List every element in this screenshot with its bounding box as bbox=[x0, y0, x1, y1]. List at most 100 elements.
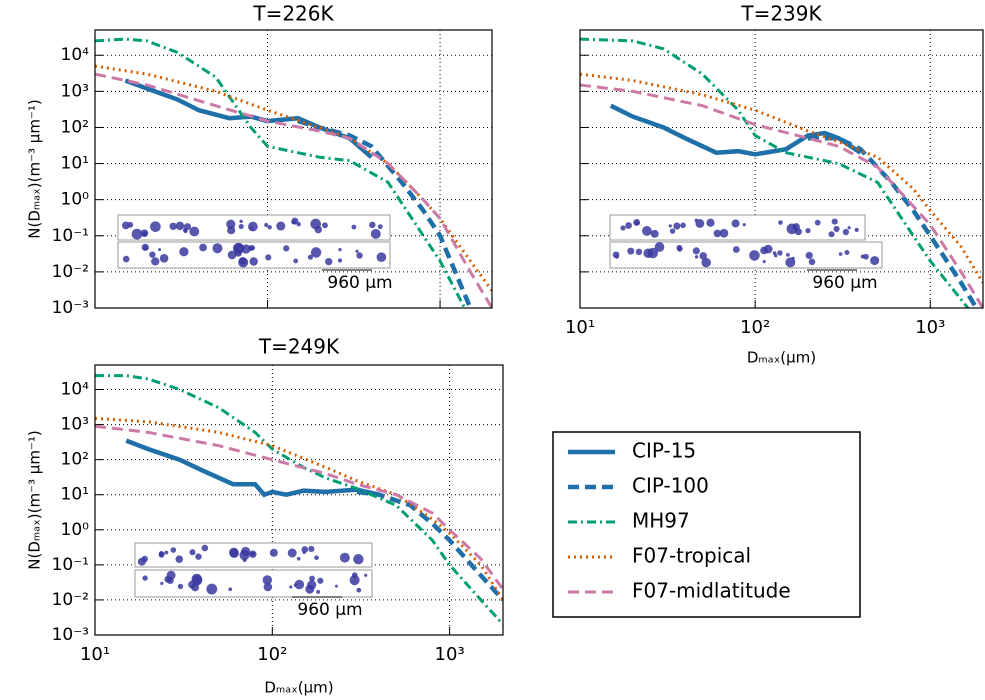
particle bbox=[635, 248, 643, 256]
particle bbox=[719, 228, 729, 238]
particle bbox=[227, 250, 237, 260]
particle bbox=[175, 555, 184, 563]
particle bbox=[317, 577, 324, 584]
particle bbox=[177, 583, 184, 590]
particle bbox=[248, 245, 254, 251]
particle bbox=[160, 581, 164, 586]
particle bbox=[699, 252, 708, 260]
particle bbox=[706, 218, 715, 227]
particle bbox=[773, 253, 778, 258]
particle bbox=[296, 556, 301, 561]
series-line bbox=[95, 37, 467, 308]
particle bbox=[620, 225, 626, 231]
particle bbox=[325, 257, 333, 266]
particle bbox=[831, 218, 838, 225]
particle bbox=[654, 242, 665, 252]
particle bbox=[296, 222, 301, 227]
particle bbox=[195, 553, 202, 560]
particle bbox=[673, 222, 681, 230]
particle bbox=[778, 220, 783, 225]
series-line bbox=[580, 83, 983, 308]
series-line bbox=[297, 118, 473, 308]
y-tick-label: 10⁰ bbox=[61, 190, 90, 210]
particle bbox=[334, 584, 339, 588]
particle bbox=[122, 255, 130, 263]
series-line bbox=[807, 136, 980, 308]
particle bbox=[293, 583, 298, 587]
particle bbox=[199, 243, 207, 252]
particle bbox=[731, 219, 740, 228]
particle bbox=[169, 222, 177, 230]
particle bbox=[838, 252, 843, 256]
particle bbox=[777, 250, 783, 256]
y-tick-label: 10⁻² bbox=[52, 590, 89, 610]
particle bbox=[121, 221, 130, 230]
particle bbox=[289, 585, 293, 589]
particle bbox=[294, 579, 305, 590]
particle bbox=[269, 548, 278, 557]
panel-title: T=226K bbox=[252, 2, 334, 26]
particle bbox=[742, 223, 746, 227]
particle bbox=[844, 250, 850, 256]
y-tick-label: 10⁴ bbox=[61, 45, 90, 65]
series-line bbox=[580, 37, 970, 308]
y-tick-label: 10⁰ bbox=[61, 520, 90, 540]
axes-frame bbox=[579, 29, 984, 309]
particle bbox=[669, 228, 676, 234]
particle bbox=[248, 221, 258, 232]
y-tick-label: 10⁻³ bbox=[52, 298, 89, 318]
particle bbox=[627, 247, 635, 255]
particle bbox=[314, 555, 319, 561]
particle bbox=[650, 229, 659, 238]
series-line bbox=[124, 78, 373, 159]
particle bbox=[151, 257, 160, 266]
particle bbox=[309, 575, 315, 582]
particle bbox=[267, 225, 272, 230]
particle bbox=[201, 544, 209, 552]
particle bbox=[212, 243, 223, 254]
particle bbox=[668, 224, 672, 228]
particle bbox=[142, 575, 148, 581]
particle bbox=[183, 229, 188, 234]
particle bbox=[842, 228, 850, 236]
x-axis-label: Dₘₐₓ(μm) bbox=[747, 349, 816, 367]
particle bbox=[191, 575, 203, 586]
particle bbox=[179, 247, 189, 257]
particle bbox=[175, 221, 185, 231]
y-tick-label: 10² bbox=[61, 450, 89, 470]
particle bbox=[355, 249, 359, 253]
particle bbox=[695, 219, 705, 228]
legend-label: CIP-15 bbox=[632, 439, 696, 463]
particle bbox=[307, 254, 313, 260]
y-tick-label: 10¹ bbox=[61, 485, 89, 505]
legend-label: F07-tropical bbox=[632, 544, 751, 568]
particle bbox=[238, 224, 244, 230]
particle bbox=[302, 550, 306, 555]
series-line bbox=[609, 103, 862, 157]
particle bbox=[680, 222, 686, 229]
y-tick-label: 10⁻¹ bbox=[52, 555, 89, 575]
inset-annotation: 960 μm bbox=[327, 273, 392, 293]
particle bbox=[166, 577, 174, 585]
particle bbox=[229, 548, 239, 559]
particle bbox=[860, 254, 865, 259]
x-tick-label: 10¹ bbox=[80, 644, 110, 665]
particle bbox=[676, 246, 683, 252]
axes-frame bbox=[94, 29, 493, 309]
y-tick-label: 10¹ bbox=[61, 154, 89, 174]
particle bbox=[240, 546, 251, 557]
particle bbox=[159, 254, 169, 263]
particle bbox=[615, 255, 619, 259]
particle bbox=[339, 552, 350, 563]
particle bbox=[376, 252, 387, 262]
particle bbox=[349, 575, 360, 586]
particle bbox=[131, 228, 143, 240]
particle bbox=[164, 550, 169, 555]
particle bbox=[353, 553, 364, 565]
particle bbox=[692, 247, 700, 255]
series-line bbox=[95, 416, 503, 601]
particle bbox=[308, 545, 315, 553]
particle bbox=[149, 251, 156, 258]
y-tick-label: 10³ bbox=[61, 81, 89, 101]
